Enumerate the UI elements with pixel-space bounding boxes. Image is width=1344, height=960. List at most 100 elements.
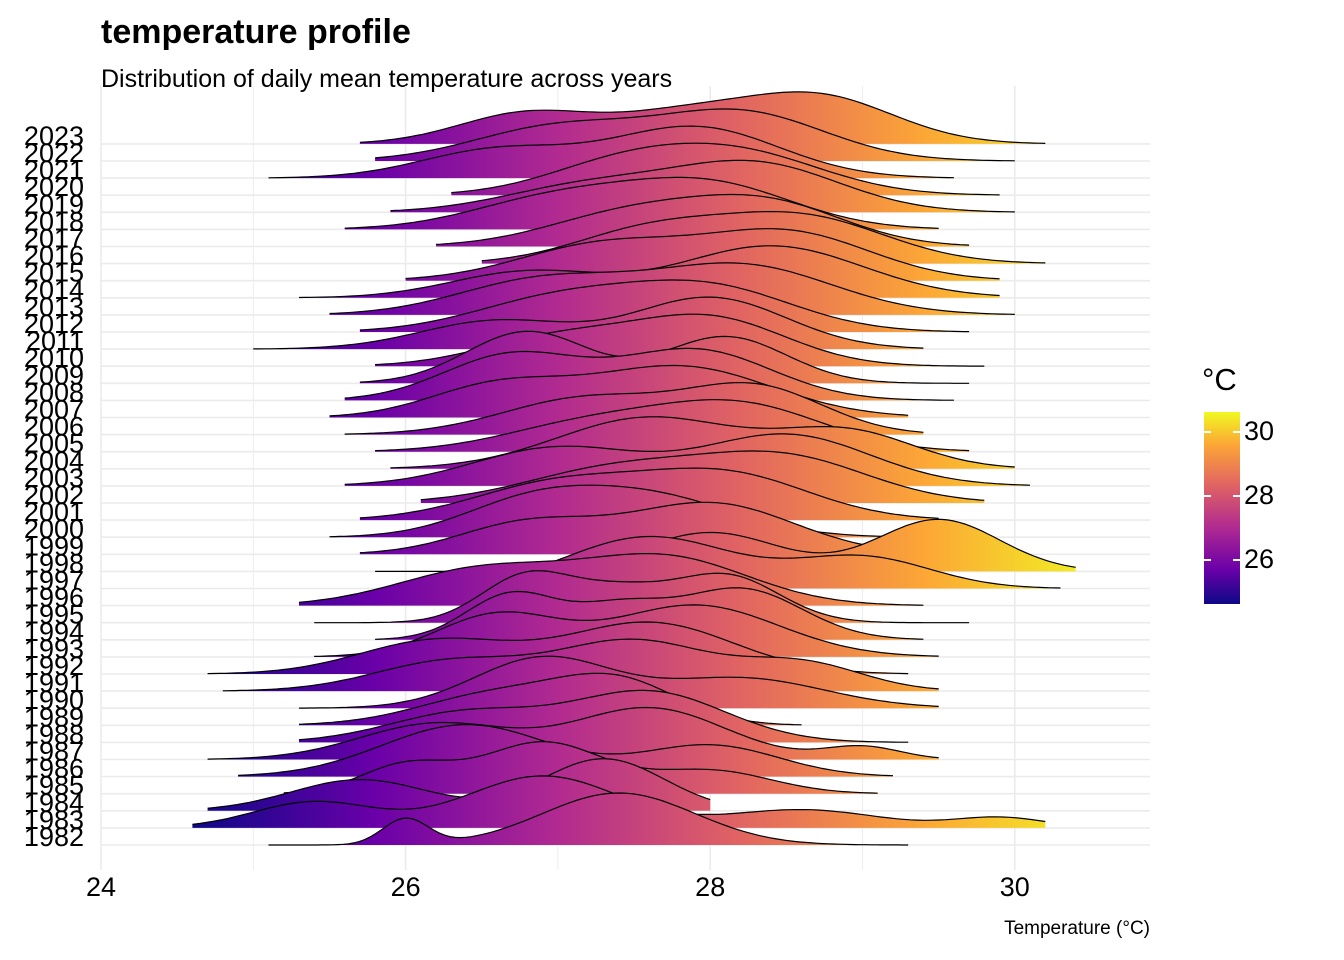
year-label: 1985 [24, 771, 84, 801]
year-label: 2018 [24, 206, 84, 236]
ridge-outline [359, 501, 924, 554]
ridge-outline [344, 433, 1031, 486]
ridge-outline [314, 570, 970, 624]
ridge-outline [344, 347, 954, 401]
year-label: 2000 [24, 514, 84, 544]
ridge-fill [268, 793, 909, 845]
year-tick-labels: 1982198319841985198619871988198919901991… [24, 121, 84, 852]
ridge-outline [329, 262, 1015, 315]
ridge-outline [299, 655, 939, 709]
year-label: 2015 [24, 258, 84, 288]
year-label: 2014 [24, 275, 84, 305]
year-label: 1993 [24, 634, 84, 664]
year-label: 2004 [24, 446, 84, 476]
year-label: 2021 [24, 155, 84, 185]
x-tick-label: 28 [695, 872, 725, 902]
year-label: 1997 [24, 566, 84, 596]
year-label: 1999 [24, 531, 84, 561]
ridge-outline [222, 638, 939, 692]
ridge-outline [253, 296, 924, 350]
year-label: 2006 [24, 412, 84, 442]
year-label: 2012 [24, 309, 84, 339]
ridge-outline [283, 741, 878, 794]
ridge-outline [207, 706, 939, 760]
ridge-outline [329, 364, 909, 417]
ridge-outline [436, 193, 970, 246]
x-tick-label: 26 [391, 872, 421, 902]
legend-colorbar [1204, 412, 1240, 604]
ridge-outline [359, 467, 939, 519]
chart-subtitle: Distribution of daily mean temperature a… [101, 65, 673, 93]
year-label: 2016 [24, 241, 84, 271]
year-label: 1987 [24, 737, 84, 767]
year-label: 1983 [24, 805, 84, 835]
ridge-outline [375, 587, 924, 640]
color-legend: °C 26 28 30 [1198, 362, 1308, 622]
legend-tick-label: 26 [1244, 544, 1275, 575]
year-label: 1990 [24, 685, 84, 715]
year-label: 1994 [24, 617, 84, 647]
ridge-fill [359, 502, 924, 555]
ridge-outline [390, 159, 1015, 213]
chart-title: temperature profile [101, 13, 411, 51]
ridge-1999 [359, 501, 924, 555]
legend-title: °C [1202, 362, 1237, 397]
year-label: 2011 [26, 326, 84, 356]
year-label: 2009 [24, 360, 84, 390]
ridge-outline [405, 228, 1000, 280]
year-label: 1982 [24, 822, 84, 852]
year-label: 2022 [24, 138, 84, 168]
ridge-outline [298, 553, 924, 606]
year-label: 1996 [24, 583, 84, 613]
year-label: 1991 [24, 668, 84, 698]
year-label: 1992 [24, 651, 84, 681]
year-label: 1984 [24, 788, 84, 818]
ridges [192, 91, 1076, 846]
x-tick-label: 24 [86, 872, 116, 902]
year-label: 2010 [24, 343, 84, 373]
year-label: 2019 [24, 189, 84, 219]
ridge-fill [375, 519, 1076, 572]
year-label: 1988 [24, 719, 84, 749]
legend-tick-mark [1233, 495, 1240, 497]
ridge-outline [268, 792, 909, 846]
ridge-outline [268, 125, 954, 179]
year-label: 2001 [24, 497, 84, 527]
x-tick-label: 30 [1000, 872, 1030, 902]
ridge-outline [359, 91, 1046, 144]
legend-tick-label: 30 [1244, 416, 1275, 447]
ridge-1982 [268, 792, 909, 846]
ridge-outline [451, 142, 1000, 196]
ridge-outline [207, 758, 711, 809]
ridge-outline [481, 211, 1046, 264]
x-axis-label: Temperature (°C) [1004, 918, 1150, 939]
year-label: 2003 [24, 463, 84, 493]
ridge-outline [375, 108, 1015, 162]
ridge-outline [344, 381, 924, 435]
legend-tick-mark [1204, 559, 1211, 561]
legend-tick-mark [1204, 495, 1211, 497]
year-label: 2005 [24, 429, 84, 459]
year-label: 2023 [24, 121, 84, 151]
ridge-outline [298, 689, 909, 743]
ridge-outline [329, 484, 939, 538]
year-label: 1986 [24, 754, 84, 784]
year-label: 2008 [24, 377, 84, 407]
year-label: 1995 [24, 600, 84, 630]
year-label: 1998 [24, 548, 84, 578]
year-label: 2002 [24, 480, 84, 510]
legend-tick-mark [1233, 431, 1240, 433]
year-label: 2017 [24, 224, 84, 254]
year-label: 2020 [24, 172, 84, 202]
ridge-outline [314, 604, 939, 657]
ridge-outline [420, 450, 985, 501]
legend-tick-label: 28 [1244, 480, 1275, 511]
ridge-outline [359, 279, 970, 333]
legend-tick-mark [1233, 559, 1240, 561]
year-label: 2007 [24, 395, 84, 425]
x-tick-labels: 24 26 28 30 [86, 872, 1030, 902]
ridge-outline [344, 176, 939, 229]
legend-tick-mark [1204, 431, 1211, 433]
